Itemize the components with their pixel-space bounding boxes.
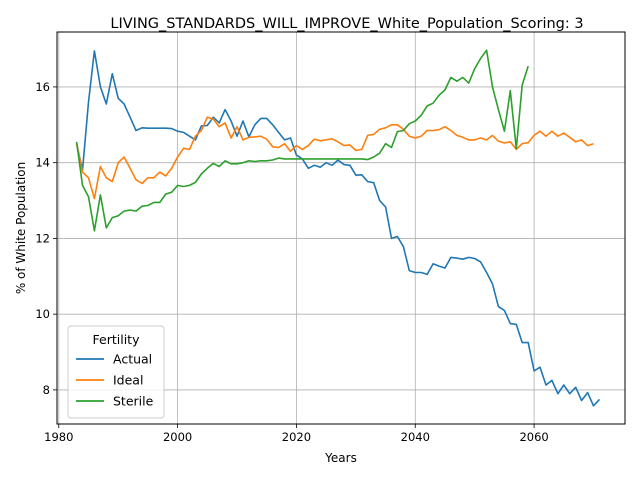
x-tick-label: 2000 <box>163 430 192 444</box>
series-line-ideal <box>75 116 594 200</box>
y-tick-label: 12 <box>35 231 50 245</box>
y-tick-label: 14 <box>35 156 50 170</box>
y-axis-label: % of White Population <box>14 162 28 294</box>
y-tick-label: 8 <box>43 383 50 397</box>
grid-lines <box>57 32 625 424</box>
y-tick-label: 16 <box>35 80 50 94</box>
x-tick-label: 2060 <box>519 430 548 444</box>
x-axis-label: Years <box>324 451 357 465</box>
plot-area-frame <box>56 31 626 425</box>
legend-title: Fertility <box>93 332 141 347</box>
series-lines <box>75 49 601 407</box>
legend: Fertility Actual Ideal Sterile <box>67 325 165 419</box>
series-line-sterile <box>75 49 529 232</box>
legend-label-ideal: Ideal <box>113 373 143 388</box>
legend-label-actual: Actual <box>113 352 152 367</box>
x-tick-label: 1980 <box>44 430 73 444</box>
y-tick-label: 10 <box>35 307 50 321</box>
series-line-actual <box>75 50 601 407</box>
x-tick-label: 2020 <box>282 430 311 444</box>
chart-title: LIVING_STANDARDS_WILL_IMPROVE_White_Popu… <box>110 16 583 32</box>
legend-label-sterile: Sterile <box>113 394 154 409</box>
y-axis: 8 10 12 14 16 <box>35 80 57 397</box>
x-axis: 1980 2000 2020 2040 2060 <box>44 424 549 444</box>
x-tick-label: 2040 <box>401 430 430 444</box>
legend-box <box>67 325 165 419</box>
